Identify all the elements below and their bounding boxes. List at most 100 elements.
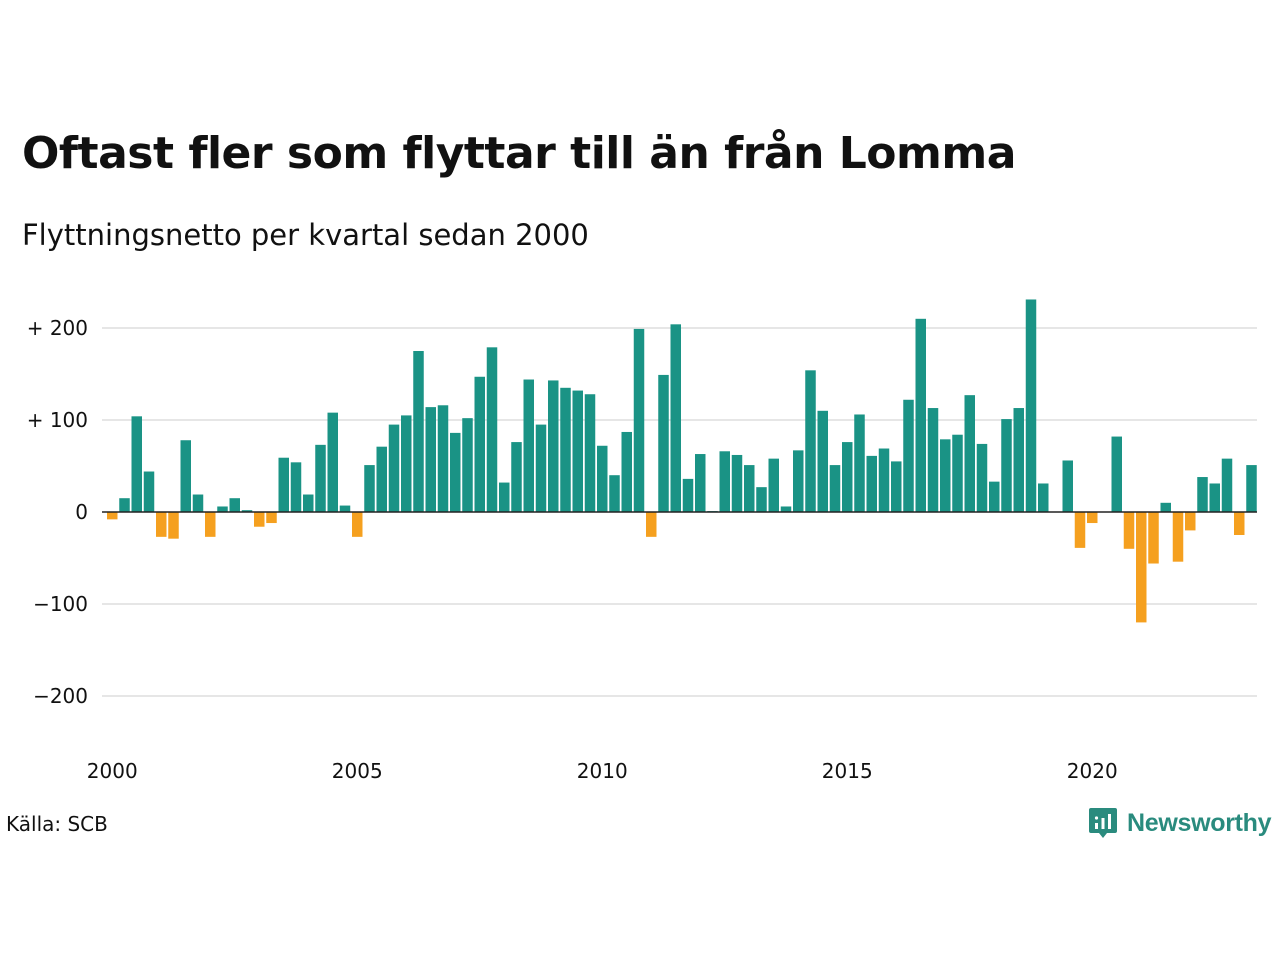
- bar: [1234, 512, 1245, 535]
- bar: [695, 454, 706, 512]
- x-tick-label: 2010: [577, 759, 628, 783]
- y-axis-tick-labels: + 200 + 100 0 −100 −200: [27, 316, 88, 708]
- bar: [1185, 512, 1196, 531]
- bar: [254, 512, 265, 527]
- y-tick-label: 0: [75, 500, 88, 524]
- bar: [927, 408, 939, 512]
- bar: [731, 454, 743, 512]
- y-tick-label: −200: [33, 684, 88, 708]
- bar: [143, 471, 155, 512]
- bar: [413, 351, 424, 512]
- bar: [168, 512, 179, 539]
- bar: [156, 512, 167, 537]
- x-tick-label: 2020: [1067, 759, 1118, 783]
- bar: [437, 405, 449, 512]
- bar: [388, 424, 400, 512]
- bar: [327, 412, 338, 512]
- bar: [866, 455, 877, 512]
- bar: [768, 458, 779, 512]
- bar: [952, 434, 963, 512]
- bar: [621, 431, 632, 512]
- bar: [1062, 460, 1073, 512]
- bar: [964, 395, 975, 512]
- bar: [486, 347, 498, 512]
- y-tick-label: + 100: [27, 408, 88, 432]
- bar: [119, 498, 130, 512]
- bar: [315, 444, 326, 512]
- bar: [940, 439, 951, 512]
- bar: [278, 457, 289, 512]
- bar: [1038, 483, 1049, 512]
- bar: [241, 510, 253, 512]
- bar: [793, 450, 804, 512]
- x-axis-tick-labels: 2000 2005 2010 2015 2020: [87, 759, 1118, 783]
- bar: [1074, 512, 1086, 548]
- bar: [1111, 436, 1122, 512]
- bar: [1013, 408, 1024, 512]
- bar: [658, 374, 669, 512]
- bar: [1221, 458, 1233, 512]
- bar-chart: + 200 + 100 0 −100 −200 2000 2005 2010 2015 2020: [27, 299, 1257, 783]
- bar: [339, 505, 351, 512]
- bars: [107, 299, 1257, 623]
- bar: [462, 418, 473, 512]
- bar: [1025, 299, 1037, 512]
- bar: [756, 487, 767, 512]
- bar: [1123, 512, 1135, 549]
- brand-name: Newsworthy: [1127, 808, 1272, 837]
- bar: [499, 482, 510, 512]
- bar: [376, 446, 387, 512]
- bar: [266, 512, 277, 524]
- y-tick-label: + 200: [27, 316, 88, 340]
- bar: [915, 318, 926, 512]
- bar: [107, 512, 118, 520]
- bar: [425, 407, 436, 512]
- bar: [682, 478, 694, 512]
- bar: [1001, 419, 1012, 512]
- bar: [1148, 512, 1159, 564]
- bar: [976, 443, 988, 512]
- bar: [474, 376, 485, 512]
- source-note: Källa: SCB: [6, 812, 108, 836]
- bar: [719, 451, 730, 512]
- bar: [780, 506, 792, 512]
- bar: [829, 465, 841, 512]
- bar: [217, 506, 228, 512]
- bar: [548, 380, 559, 512]
- bar: [1209, 483, 1220, 512]
- bar: [842, 442, 853, 512]
- chart-subtitle: Flyttningsnetto per kvartal sedan 2000: [22, 218, 589, 252]
- bar: [891, 461, 902, 512]
- x-tick-label: 2015: [822, 759, 873, 783]
- bar: [229, 498, 240, 512]
- bar: [450, 432, 461, 512]
- bar: [1136, 512, 1147, 623]
- bar: [817, 410, 828, 512]
- bar: [670, 324, 681, 512]
- bar: [854, 414, 865, 512]
- bar: [560, 387, 571, 512]
- bar: [903, 399, 914, 512]
- bar: [1197, 477, 1208, 512]
- x-tick-label: 2005: [332, 759, 383, 783]
- bar: [572, 390, 583, 512]
- bar: [609, 475, 620, 512]
- y-tick-label: −100: [33, 592, 88, 616]
- newsworthy-logo-icon: [1089, 808, 1117, 838]
- bar: [192, 494, 204, 512]
- bar: [303, 494, 314, 512]
- bar: [646, 512, 657, 537]
- bar: [1172, 512, 1184, 562]
- bar: [744, 465, 755, 512]
- bar: [633, 328, 645, 512]
- bar: [1246, 465, 1257, 512]
- bar: [401, 415, 412, 512]
- bar: [597, 445, 608, 512]
- bar: [523, 379, 534, 512]
- x-tick-label: 2000: [87, 759, 138, 783]
- bar: [364, 465, 375, 512]
- bar: [805, 370, 816, 512]
- chart-title: Oftast fler som flyttar till än från Lom…: [22, 128, 1016, 179]
- newsworthy-logo[interactable]: Newsworthy: [1088, 805, 1272, 841]
- bar: [584, 394, 596, 512]
